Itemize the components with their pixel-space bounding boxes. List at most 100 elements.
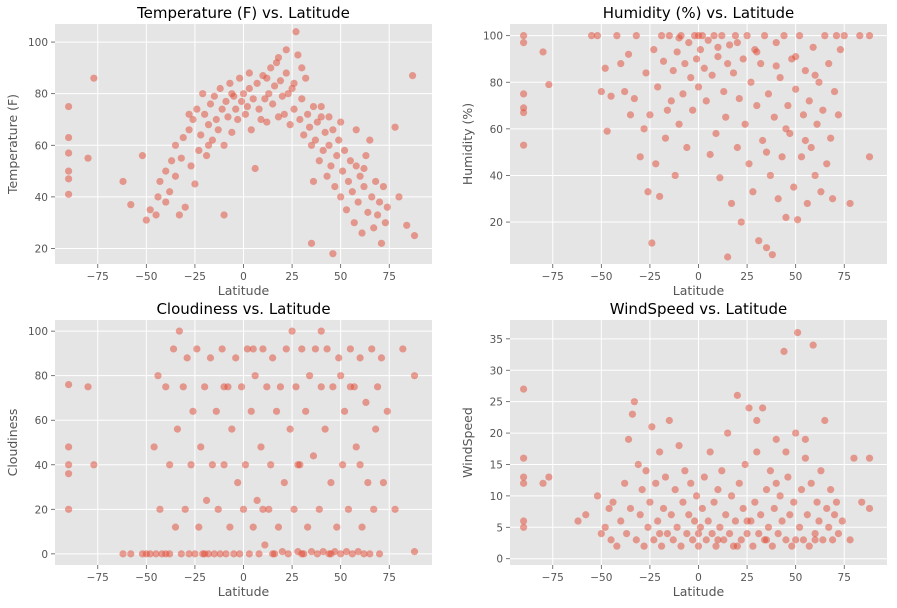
data-point (737, 536, 745, 544)
data-point (630, 398, 638, 406)
data-point (766, 171, 775, 180)
data-point (214, 505, 222, 513)
data-point (175, 327, 183, 335)
data-point (827, 134, 835, 142)
data-point (360, 164, 368, 173)
x-tick-label: −25 (639, 271, 661, 283)
data-point (317, 383, 325, 391)
x-axis-label: Latitude (673, 283, 725, 298)
data-point (733, 143, 741, 152)
data-point (657, 32, 666, 40)
y-tick-label: 80 (35, 371, 48, 383)
data-point (377, 354, 386, 362)
data-points (520, 328, 874, 550)
data-point (650, 536, 658, 544)
data-point (251, 372, 259, 380)
data-point (607, 536, 615, 544)
data-point (821, 32, 829, 40)
data-point (348, 550, 356, 558)
data-point (222, 97, 230, 106)
data-point (370, 224, 378, 232)
data-point (706, 150, 714, 159)
data-point (588, 32, 596, 40)
data-point (786, 511, 794, 519)
data-point (801, 454, 809, 462)
data-point (288, 327, 296, 335)
data-point (704, 517, 712, 525)
data-point (298, 550, 306, 558)
data-point (247, 407, 255, 415)
data-point (679, 498, 687, 506)
data-point (383, 407, 391, 415)
data-point (745, 160, 753, 168)
data-point (624, 50, 633, 58)
data-point (228, 425, 236, 433)
data-point (865, 454, 874, 462)
data-point (708, 529, 716, 538)
data-point (368, 193, 376, 201)
data-point (237, 97, 246, 106)
data-point (212, 407, 220, 415)
data-point (218, 345, 226, 353)
data-point (520, 385, 528, 393)
data-point (805, 97, 813, 105)
data-point (768, 542, 776, 550)
data-point (298, 95, 306, 103)
data-point (305, 123, 314, 131)
data-point (282, 345, 290, 353)
data-point (344, 505, 353, 513)
data-point (236, 550, 244, 558)
data-point (700, 473, 708, 481)
data-point (838, 517, 846, 525)
y-tick-label: 5 (496, 522, 503, 534)
data-point (364, 208, 372, 216)
data-point (284, 90, 292, 98)
data-point (280, 478, 288, 487)
data-point (346, 157, 354, 165)
data-point (683, 529, 691, 538)
x-axis-label: Latitude (218, 584, 270, 599)
data-point (282, 46, 290, 54)
data-point (373, 211, 382, 219)
data-point (329, 383, 337, 391)
data-point (832, 32, 841, 40)
data-point (605, 504, 613, 513)
data-point (232, 354, 240, 362)
x-tick-label: −75 (87, 271, 109, 283)
data-point (681, 60, 689, 68)
data-point (722, 511, 730, 519)
data-point (813, 498, 821, 506)
data-point (65, 461, 73, 469)
data-point (782, 536, 790, 544)
data-point (216, 550, 224, 558)
y-tick-label: 15 (490, 459, 503, 471)
data-point (772, 39, 780, 47)
data-point (652, 160, 660, 168)
y-tick-label: 30 (490, 365, 503, 377)
data-point (865, 504, 874, 513)
y-tick-label: 20 (490, 217, 503, 229)
data-point (317, 102, 325, 111)
data-point (307, 141, 316, 149)
data-point (520, 517, 528, 525)
data-point (772, 435, 780, 443)
data-point (185, 126, 193, 134)
data-point (350, 219, 358, 227)
data-point (169, 345, 178, 353)
x-tick-label: 25 (285, 572, 298, 584)
data-point (263, 383, 271, 391)
data-point (650, 46, 658, 54)
data-point (127, 550, 135, 558)
data-point (799, 111, 808, 119)
data-point (65, 380, 73, 389)
x-axis-label: Latitude (218, 283, 270, 298)
data-point (632, 32, 640, 40)
y-tick-label: 20 (35, 244, 48, 256)
data-point (65, 443, 73, 451)
data-point (520, 90, 528, 98)
data-point (712, 542, 720, 550)
y-tick-label: 80 (490, 77, 503, 89)
data-point (167, 157, 176, 165)
data-point (694, 32, 703, 40)
data-point (735, 94, 743, 103)
